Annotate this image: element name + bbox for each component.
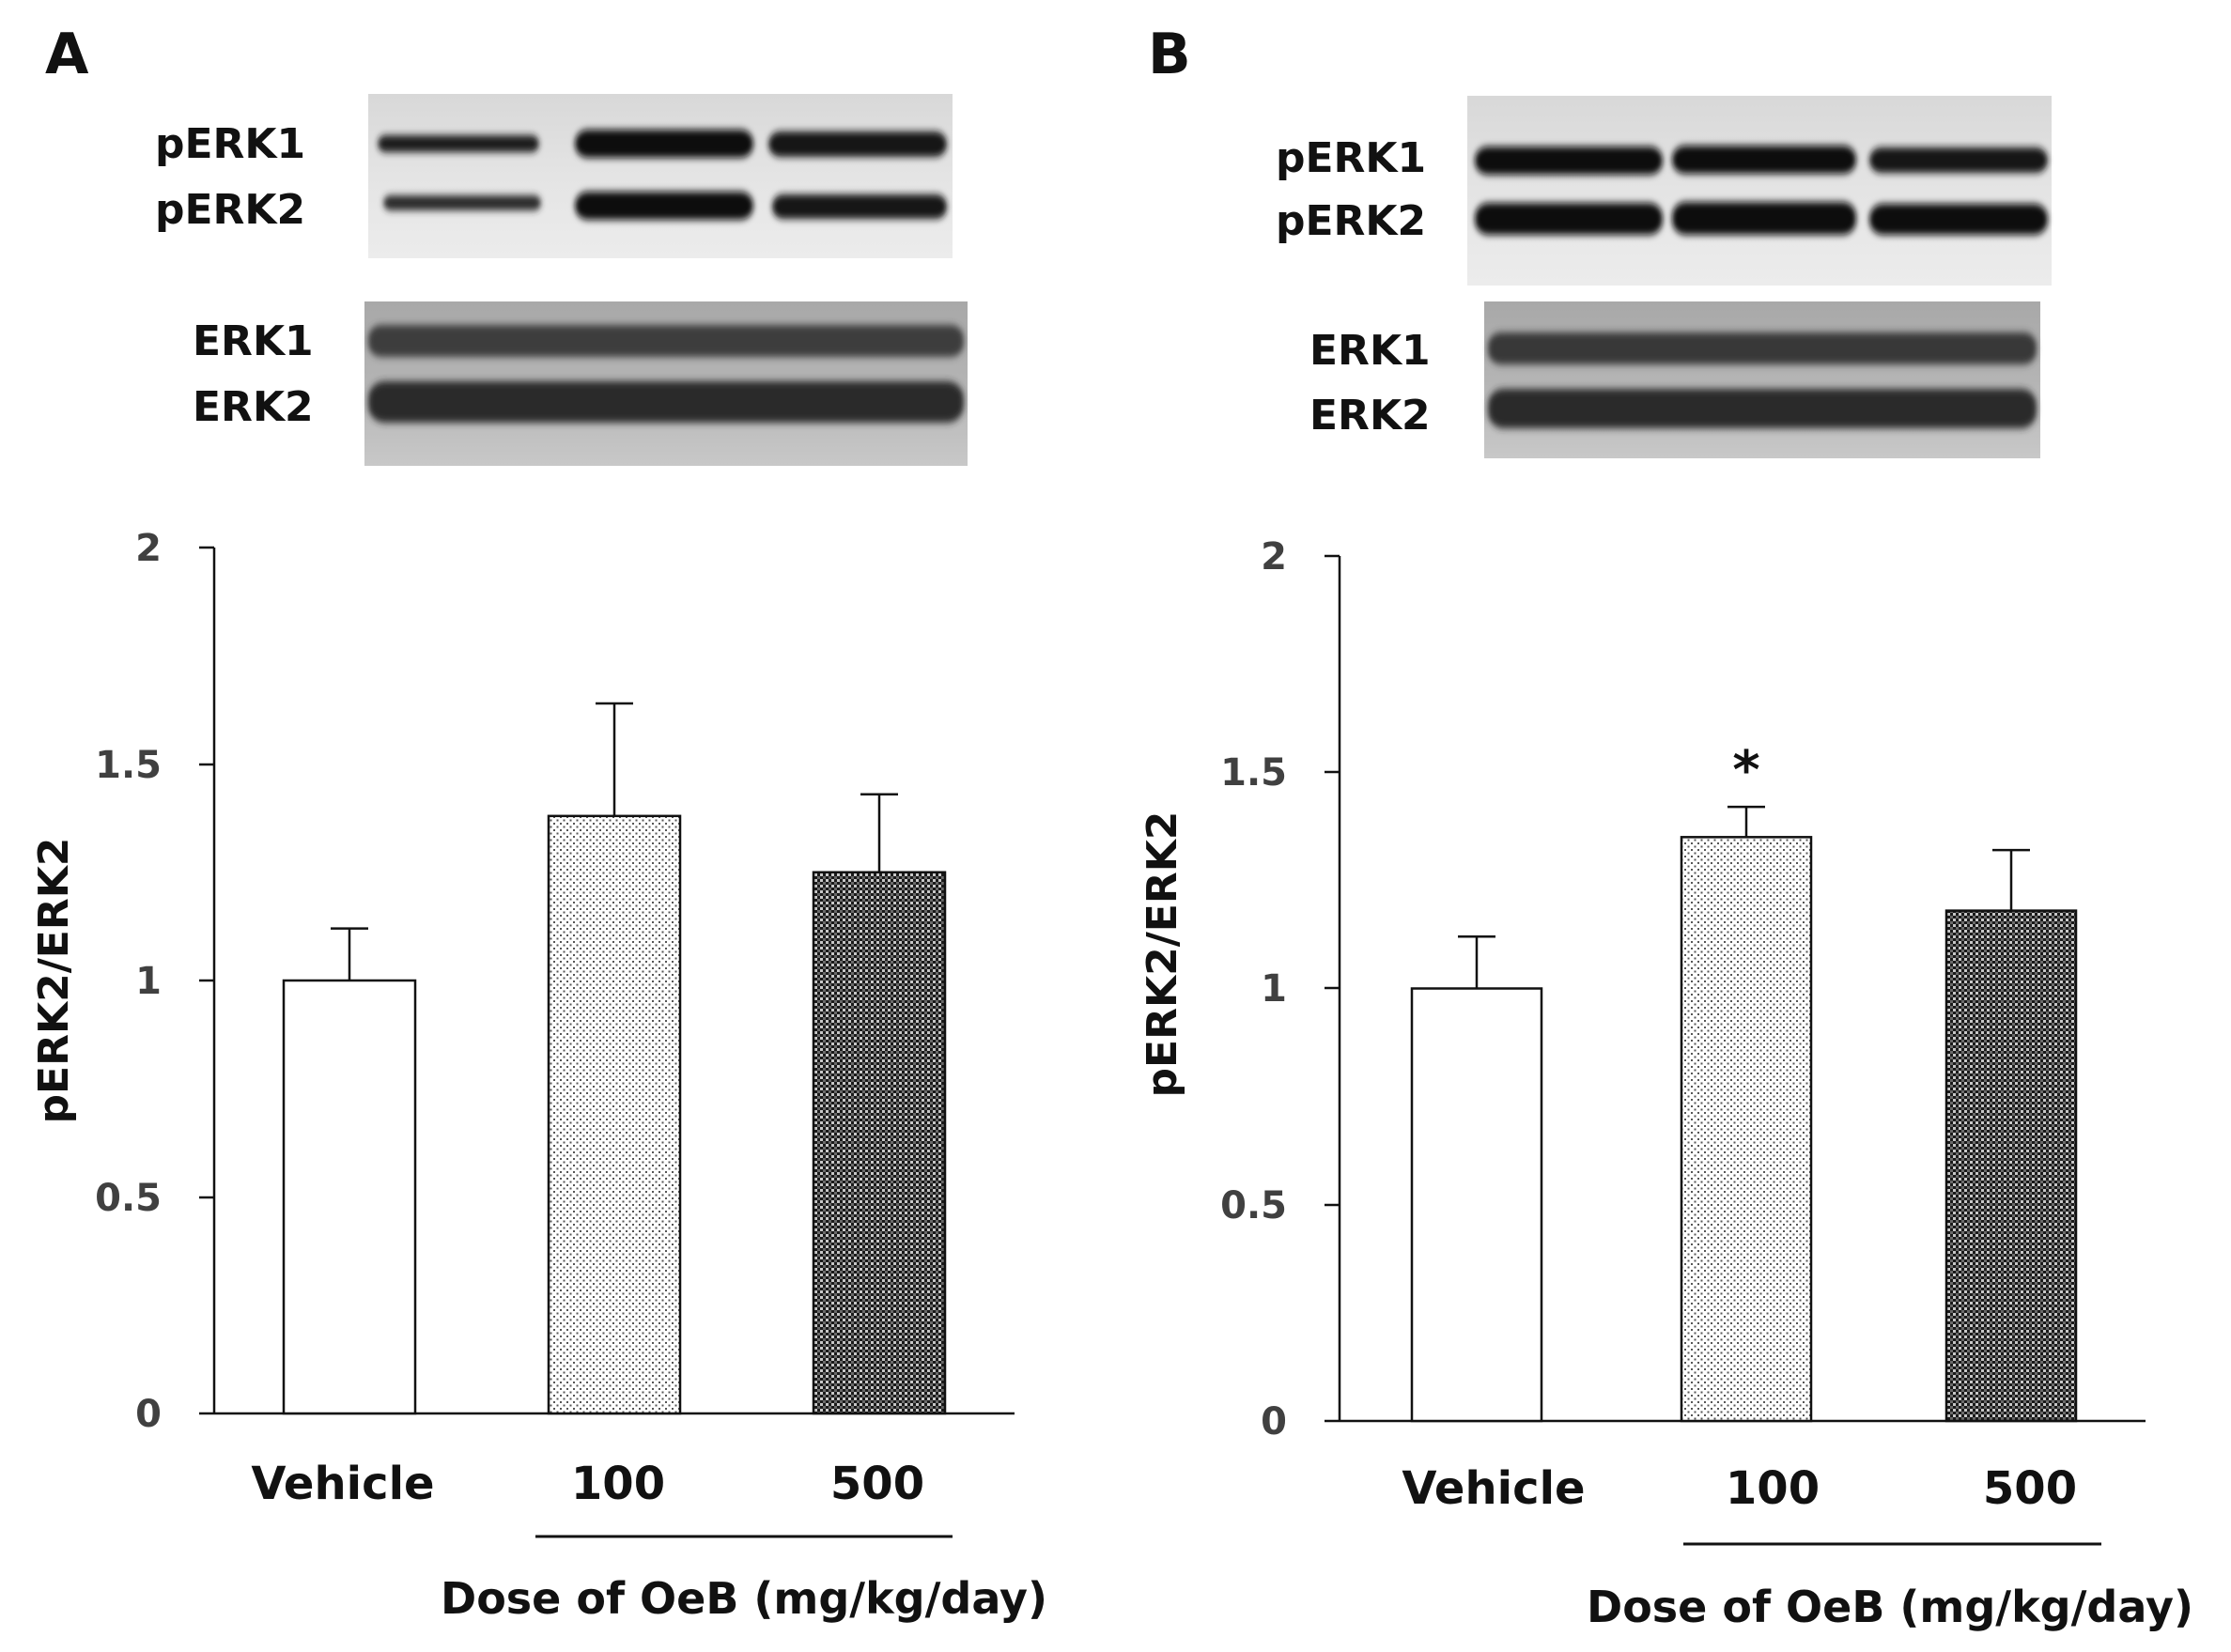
band xyxy=(378,135,539,152)
band xyxy=(575,130,753,158)
blot-b-total-membrane xyxy=(1484,301,2040,458)
band xyxy=(772,194,947,219)
x-axis-label: Dose of OeB (mg/kg/day) xyxy=(1587,1582,2193,1632)
blot-a-total-bands xyxy=(368,325,964,423)
x-category-label: 100 xyxy=(571,1458,665,1510)
y-tick-label: 1.5 xyxy=(1220,751,1287,795)
x-category-label: Vehicle xyxy=(251,1458,434,1510)
band xyxy=(1488,389,2037,428)
y-tick-label: 2 xyxy=(135,527,162,570)
band xyxy=(1488,332,2037,364)
band xyxy=(368,325,964,357)
error-bars xyxy=(1458,805,2030,989)
x-category-label: 500 xyxy=(830,1458,924,1510)
band xyxy=(768,131,947,157)
blot-b-total-bands xyxy=(1488,332,2037,428)
bar-100 xyxy=(1680,836,1813,1423)
y-tick-label: 1 xyxy=(135,960,162,1003)
blot-label: ERK1 xyxy=(193,317,314,365)
band xyxy=(1475,203,1663,235)
bar-500 xyxy=(1944,909,2078,1423)
panel-letter-a: A xyxy=(45,22,89,87)
y-tick-label: 1.5 xyxy=(95,744,162,787)
blot-a-phospho-bands xyxy=(378,130,947,220)
bar-vehicle xyxy=(282,979,417,1415)
bars xyxy=(1410,836,2078,1423)
blot-label: pERK2 xyxy=(155,186,305,234)
bar-chart-a: 0 0.5 1 1.5 2 pERK2/ERK2 Vehicle xyxy=(30,527,1047,1624)
blot-label: ERK1 xyxy=(1309,327,1431,375)
blot-a-phospho-membrane xyxy=(368,94,953,258)
y-tick-label: 0 xyxy=(135,1393,162,1436)
band xyxy=(368,381,964,423)
y-tick-label: 1 xyxy=(1261,967,1287,1011)
panel-letter-b: B xyxy=(1148,22,1191,87)
blot-b-phospho-membrane xyxy=(1467,96,2052,286)
bar-100 xyxy=(547,814,682,1415)
x-category-label: Vehicle xyxy=(1402,1462,1585,1515)
band xyxy=(575,192,753,220)
band xyxy=(1475,147,1663,175)
y-tick-label: 0.5 xyxy=(95,1177,162,1220)
blot-b: pERK1 pERK2 ERK1 ERK2 xyxy=(1276,96,2052,458)
blot-label: pERK1 xyxy=(1276,134,1426,182)
band xyxy=(1869,204,2048,235)
bar-chart-b: 0 0.5 1 1.5 2 pERK2/ERK2 * xyxy=(1139,535,2193,1632)
blot-a: pERK1 pERK2 ERK1 ERK2 xyxy=(155,94,968,466)
panel-a: A pERK1 pERK2 ERK1 ERK2 xyxy=(30,22,1047,1624)
blot-b-phospho-bands xyxy=(1475,146,2048,235)
y-tick-label: 0 xyxy=(1261,1400,1287,1444)
y-tick-label: 0.5 xyxy=(1220,1184,1287,1227)
x-category-label: 100 xyxy=(1726,1462,1820,1515)
panel-b: B pERK1 pERK2 ERK1 ERK2 xyxy=(1139,22,2193,1632)
x-axis-label: Dose of OeB (mg/kg/day) xyxy=(441,1573,1047,1624)
bar-500 xyxy=(812,871,947,1415)
bar-vehicle xyxy=(1410,987,1543,1423)
blot-label: pERK1 xyxy=(155,120,305,168)
blot-label: ERK2 xyxy=(193,383,314,431)
y-ticks: 0 0.5 1 1.5 2 xyxy=(1220,535,1340,1444)
band xyxy=(383,195,541,210)
band xyxy=(1672,202,1856,235)
blot-label: ERK2 xyxy=(1309,392,1431,440)
y-tick-label: 2 xyxy=(1261,535,1287,579)
y-axis-label: pERK2/ERK2 xyxy=(1139,811,1186,1098)
x-category-label: 500 xyxy=(1983,1462,2077,1515)
error-bars xyxy=(331,702,898,980)
bars xyxy=(282,814,947,1415)
significance-marker: * xyxy=(1732,740,1759,801)
blot-label: pERK2 xyxy=(1276,197,1426,245)
band xyxy=(1869,147,2048,173)
y-ticks: 0 0.5 1 1.5 2 xyxy=(95,527,214,1436)
y-axis-label: pERK2/ERK2 xyxy=(30,838,78,1124)
band xyxy=(1672,146,1856,174)
